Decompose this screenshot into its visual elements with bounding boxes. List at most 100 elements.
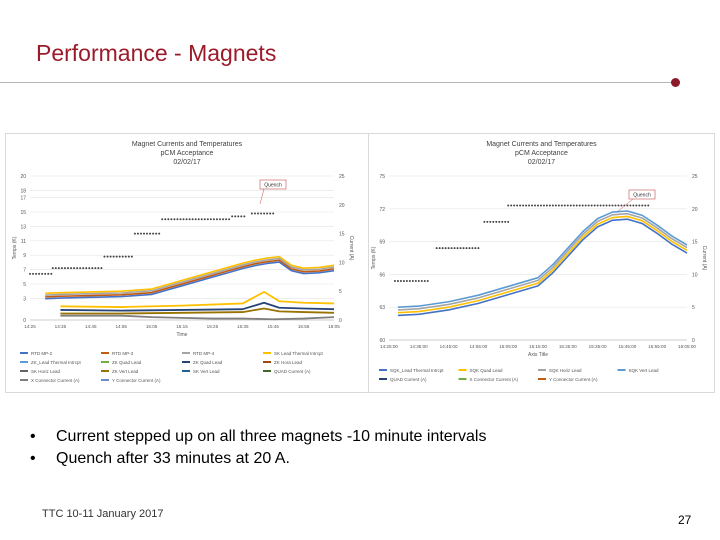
current-marker — [456, 247, 459, 250]
legend-label: X Connector Current (A) — [470, 377, 519, 382]
current-marker — [200, 218, 203, 221]
current-marker — [590, 204, 593, 207]
legend-label: SQK Horiz Lead — [549, 368, 582, 373]
y-tick-label: 9 — [23, 253, 26, 259]
current-marker — [124, 255, 127, 258]
current-marker — [112, 255, 115, 258]
quench-callout-line — [616, 198, 634, 213]
current-marker — [498, 220, 501, 223]
y2-tick-label: 15 — [692, 240, 698, 246]
current-marker — [438, 247, 441, 250]
current-marker — [623, 204, 626, 207]
x-tick-label: 14:55:00 — [469, 344, 487, 349]
y2-tick-label: 5 — [339, 289, 342, 295]
x-tick-label: 16:05 — [328, 324, 340, 329]
current-marker — [531, 204, 534, 207]
current-marker — [197, 218, 200, 221]
current-marker — [118, 255, 121, 258]
current-marker — [602, 204, 605, 207]
current-marker — [260, 212, 263, 215]
left-chart-svg: Magnet Currents and Temperatures pCM Acce… — [12, 141, 354, 383]
current-marker — [50, 272, 53, 275]
current-marker — [423, 279, 426, 282]
current-marker — [417, 279, 420, 282]
current-marker — [605, 204, 608, 207]
x-tick-label: 15:25:00 — [559, 344, 577, 349]
x-tick-label: 15:25 — [207, 324, 219, 329]
current-marker — [155, 232, 158, 235]
current-marker — [91, 267, 94, 270]
x-axis-title: Axis Title — [528, 352, 548, 358]
y2-tick-label: 20 — [339, 203, 345, 209]
left-chart: Magnet Currents and Temperatures pCM Acce… — [5, 133, 369, 393]
y-tick-label: 69 — [379, 240, 385, 246]
current-marker — [38, 272, 41, 275]
current-marker — [563, 204, 566, 207]
current-marker — [57, 267, 60, 270]
current-marker — [557, 204, 560, 207]
series-line — [397, 212, 688, 311]
current-marker — [542, 204, 545, 207]
current-marker — [266, 212, 269, 215]
quench-callout-text: Quench — [264, 183, 282, 189]
x-tick-label: 15:15:00 — [529, 344, 547, 349]
current-marker — [447, 247, 450, 250]
current-marker — [525, 204, 528, 207]
quench-callout-box — [628, 189, 656, 200]
series-line — [60, 291, 335, 308]
x-tick-label: 14:35:00 — [410, 344, 428, 349]
legend-label: ZK Quad Lead — [193, 360, 223, 365]
current-marker — [578, 204, 581, 207]
series-line — [397, 210, 688, 308]
current-marker — [420, 279, 423, 282]
current-marker — [106, 255, 109, 258]
y-tick-label: 20 — [20, 174, 26, 180]
y2-tick-label: 10 — [339, 260, 345, 266]
current-marker — [626, 204, 629, 207]
current-marker — [133, 232, 136, 235]
current-marker — [414, 279, 417, 282]
current-marker — [611, 204, 614, 207]
bullet-list: • Current stepped up on all three magnets… — [30, 426, 486, 470]
y-tick-label: 15 — [20, 210, 26, 216]
current-marker — [608, 204, 611, 207]
current-marker — [222, 218, 225, 221]
current-marker — [170, 218, 173, 221]
y-tick-label: 18 — [20, 188, 26, 194]
current-marker — [127, 255, 130, 258]
current-marker — [182, 218, 185, 221]
current-marker — [194, 218, 197, 221]
quench-callout-text: Quench — [633, 193, 651, 199]
quench-callout-line — [259, 188, 265, 205]
current-marker — [54, 267, 57, 270]
current-marker — [483, 220, 486, 223]
current-marker — [73, 267, 76, 270]
current-marker — [225, 218, 228, 221]
current-marker — [534, 204, 537, 207]
current-marker — [253, 212, 256, 215]
current-marker — [164, 218, 167, 221]
current-marker — [243, 215, 246, 218]
series-line — [60, 314, 335, 321]
current-marker — [599, 204, 602, 207]
series-line — [45, 261, 335, 300]
current-marker — [638, 204, 641, 207]
legend-label: X Connector Current (A) — [31, 378, 80, 383]
current-marker — [263, 212, 266, 215]
y2-tick-label: 25 — [692, 174, 698, 180]
legend-label: SQK Vert Lead — [629, 368, 660, 373]
legend-label: RTD MP-4 — [193, 351, 215, 356]
x-tick-label: 15:35 — [237, 324, 249, 329]
y2-tick-label: 15 — [339, 232, 345, 238]
current-marker — [215, 218, 218, 221]
current-marker — [551, 204, 554, 207]
current-marker — [67, 267, 69, 270]
x-tick-label: 14:55 — [115, 324, 127, 329]
y-tick-label: 75 — [379, 174, 385, 180]
current-marker — [63, 267, 66, 270]
current-marker — [191, 218, 194, 221]
current-marker — [402, 279, 405, 282]
current-marker — [121, 255, 124, 258]
current-marker — [158, 232, 161, 235]
current-marker — [161, 218, 164, 221]
